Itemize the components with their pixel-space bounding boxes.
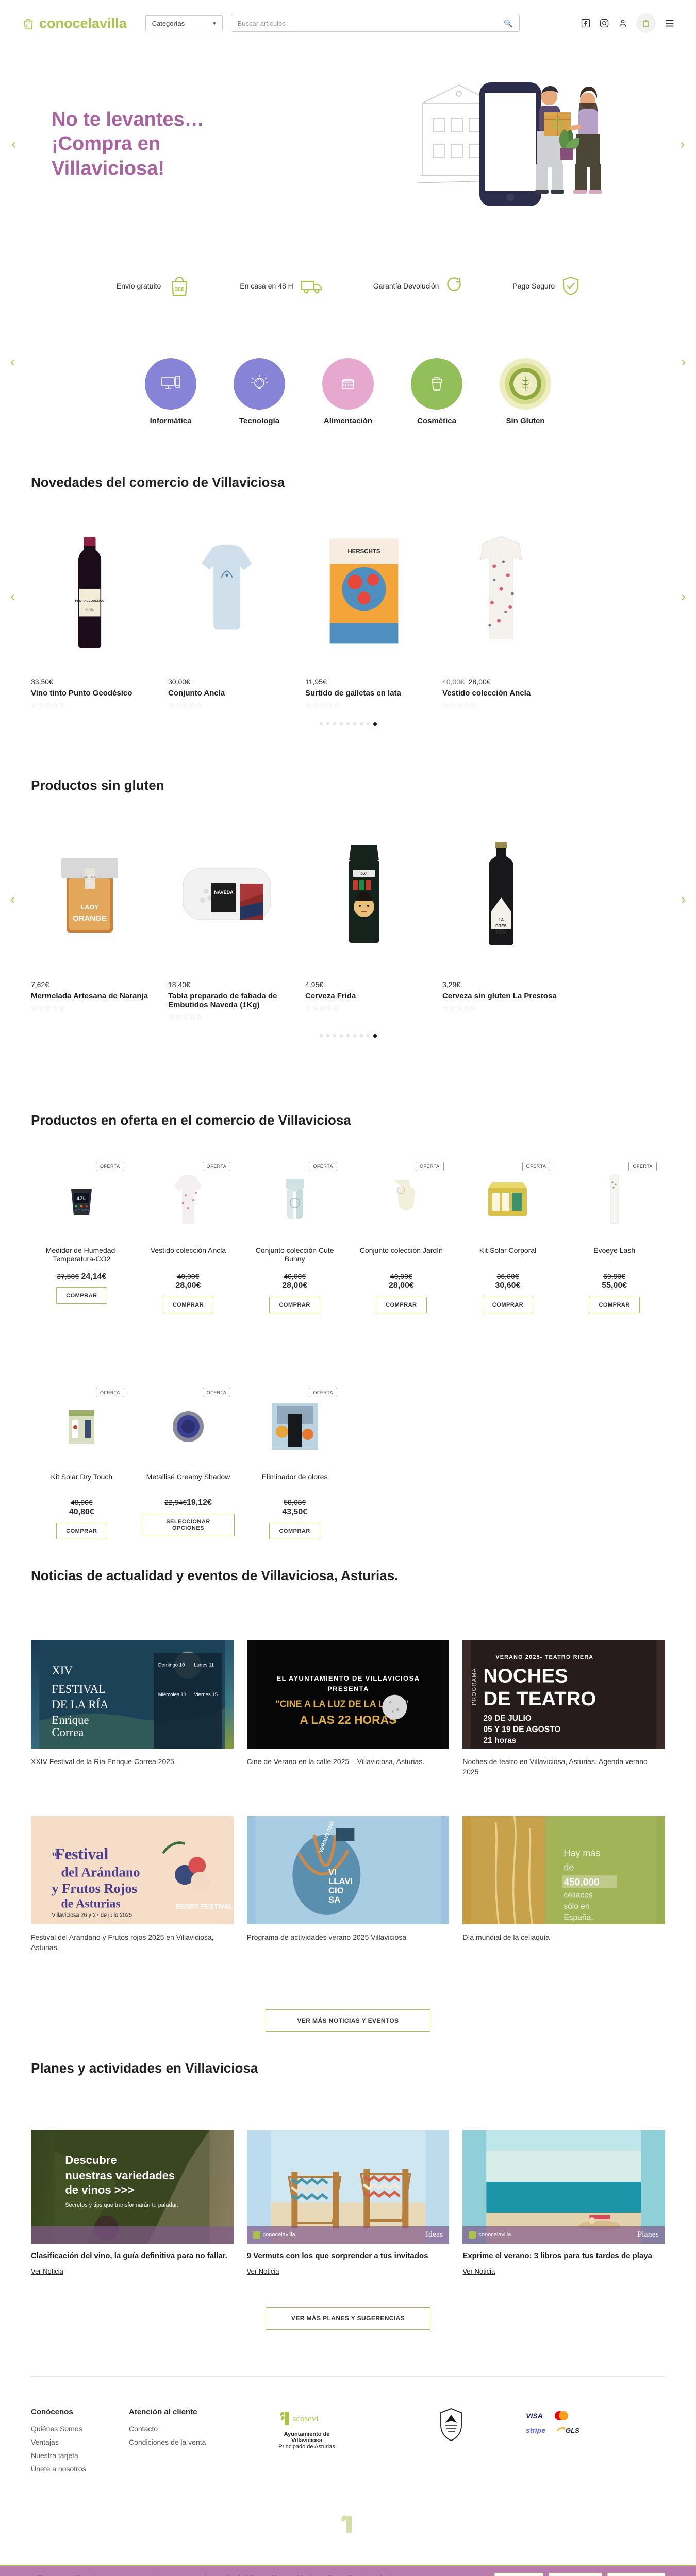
svg-text:GLS: GLS [566,2427,579,2434]
svg-text:DE TEATRO: DE TEATRO [484,1688,596,1710]
svg-text:A LAS 22 HORAS: A LAS 22 HORAS [300,1713,396,1726]
svg-text:RIOJA: RIOJA [86,609,94,612]
svg-text:VI: VI [328,1867,337,1877]
svg-text:29 DE JULIO: 29 DE JULIO [484,1714,532,1723]
svg-text:VISA: VISA [526,2412,543,2419]
svg-text:450.000: 450.000 [564,1877,600,1888]
svg-text:España.: España. [564,1913,593,1922]
svg-text:celiacos: celiacos [564,1891,593,1900]
svg-text:de Asturias: de Asturias [61,1897,120,1911]
svg-text:del Arándano: del Arándano [61,1865,140,1880]
svg-text:66%: 66% [82,1209,89,1212]
svg-text:FOOD: FOOD [343,384,353,387]
svg-text:nuestras variedades: nuestras variedades [65,2169,175,2182]
svg-text:y Frutos Rojos: y Frutos Rojos [52,1880,137,1896]
svg-text:DÚA: DÚA [361,872,368,876]
svg-text:Hay más: Hay más [564,1848,601,1858]
svg-text:Festival: Festival [55,1845,108,1863]
svg-text:LADY: LADY [80,903,99,911]
svg-text:NOCHES: NOCHES [484,1665,568,1687]
svg-text:SA: SA [328,1895,340,1905]
svg-text:PRES: PRES [495,924,507,928]
svg-text:Descubre: Descubre [65,2154,117,2166]
svg-text:stripe: stripe [526,2426,545,2434]
svg-text:20.1: 20.1 [75,1209,81,1212]
svg-text:FESTIVAL: FESTIVAL [52,1683,106,1696]
svg-text:LLAVI: LLAVI [328,1876,353,1886]
svg-text:PRESENTA: PRESENTA [327,1685,369,1692]
svg-text:PUNTO GEODÉSICO: PUNTO GEODÉSICO [75,599,105,603]
svg-text:EL AYUNTAMIENTO DE VILLAVICIOS: EL AYUNTAMIENTO DE VILLAVICIOSA [276,1674,420,1682]
svg-text:TOSA: TOSA [495,930,507,935]
svg-text:Villaviciosa 26 y 27 de julio: Villaviciosa 26 y 27 de julio 2025 [52,1912,132,1919]
svg-text:47L: 47L [77,1196,87,1202]
svg-text:Secretos y tips que transforma: Secretos y tips que transformarán tu pal… [65,2202,178,2208]
svg-text:Lunes 11: Lunes 11 [194,1662,214,1668]
svg-text:ç: ç [555,121,559,128]
svg-text:Viernes 15: Viernes 15 [194,1692,218,1698]
svg-text:Enrique: Enrique [52,1714,89,1726]
svg-text:NAVEDA: NAVEDA [214,890,234,895]
svg-text:30€: 30€ [175,286,184,293]
svg-text:ORANGE: ORANGE [73,914,107,923]
svg-text:XIV: XIV [52,1664,73,1677]
svg-text:DE LA RÍA: DE LA RÍA [52,1698,109,1711]
svg-text:acosevi: acosevi [292,2414,319,2424]
svg-text:21 horas: 21 horas [484,1736,517,1745]
svg-text:HERSCHTS: HERSCHTS [347,549,380,555]
svg-text:sólo en: sólo en [564,1902,590,1911]
svg-text:Domingo 10: Domingo 10 [158,1662,185,1668]
svg-text:BERRY FESTIVAL: BERRY FESTIVAL [175,1903,233,1910]
svg-text:CIO: CIO [328,1886,344,1895]
svg-text:de: de [564,1862,574,1873]
svg-text:05 Y 19 DE AGOSTO: 05 Y 19 DE AGOSTO [484,1725,561,1734]
svg-text:de vinos >>>: de vinos >>> [65,2183,134,2196]
svg-text:Correa: Correa [52,1726,84,1739]
svg-text:LA: LA [499,918,504,922]
svg-text:VERANO 2025- TEATRO RIERA: VERANO 2025- TEATRO RIERA [496,1654,594,1660]
svg-text:Miércoles 13: Miércoles 13 [158,1692,186,1698]
svg-text:PROGRAMA: PROGRAMA [471,1668,477,1705]
svg-text:HEART MADE: HEART MADE [79,876,100,879]
